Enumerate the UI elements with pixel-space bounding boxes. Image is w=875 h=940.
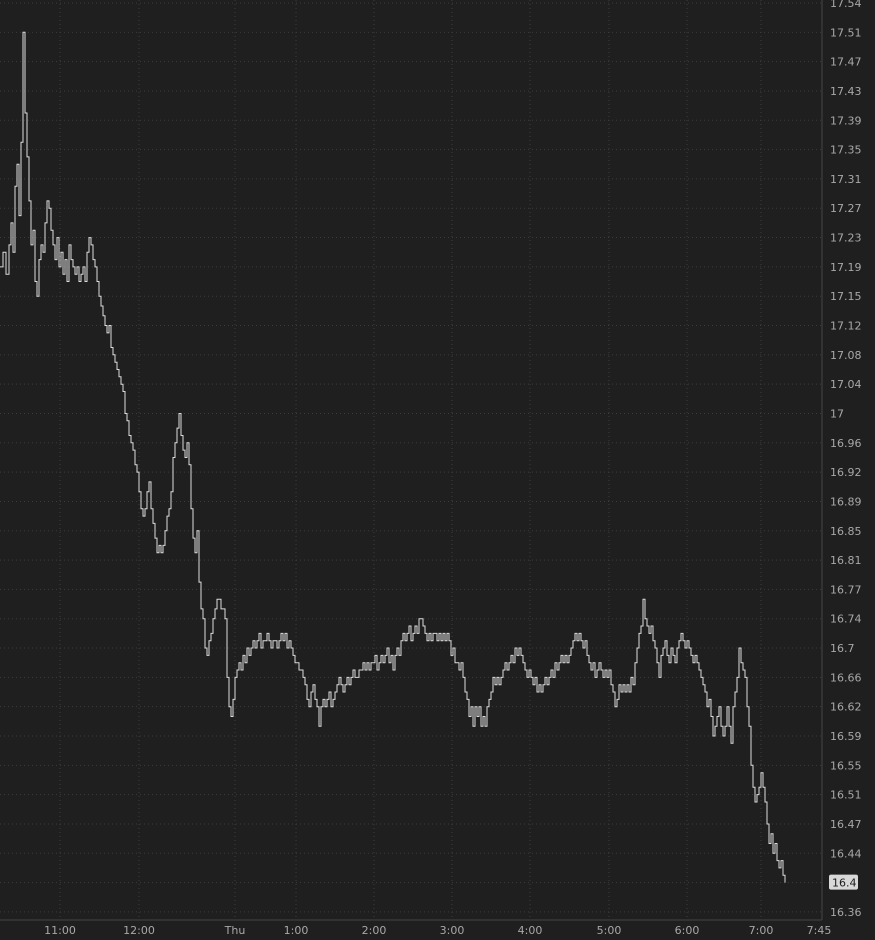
y-tick-label: 17.12 — [830, 320, 862, 333]
y-tick-label: 17.47 — [830, 56, 862, 69]
y-tick-label: 17.51 — [830, 26, 862, 39]
y-tick-label: 17.08 — [830, 349, 862, 362]
y-tick-label: 17.04 — [830, 378, 862, 391]
y-tick-label: 16.62 — [830, 701, 862, 714]
y-tick-label: 16.55 — [830, 759, 862, 772]
x-tick-label: 11:00 — [44, 924, 76, 937]
y-tick-label: 16.77 — [830, 583, 862, 596]
y-tick-label: 16.74 — [830, 613, 862, 626]
y-tick-label: 17.43 — [830, 85, 862, 98]
y-tick-label: 16.92 — [830, 466, 862, 479]
horizontal-gridlines — [0, 2, 822, 913]
x-axis-ticks: 11:00 12:00 Thu 1:00 2:00 3:00 4:00 5:00 6:00 7:0… — [44, 924, 831, 937]
y-tick-label: 17.15 — [830, 290, 862, 303]
x-tick-label: 7:45 — [807, 924, 832, 937]
y-tick-label: 17.19 — [830, 261, 862, 274]
x-tick-label: 4:00 — [518, 924, 543, 937]
y-tick-label: 16.59 — [830, 730, 862, 743]
last-price-badge-bg — [829, 874, 858, 890]
y-tick-label: 16.7 — [830, 642, 855, 655]
y-tick-label: 16.36 — [830, 906, 862, 919]
last-price-label: 16.4 — [832, 877, 857, 890]
y-tick-label: 16.96 — [830, 437, 862, 450]
vertical-gridlines — [59, 0, 762, 920]
y-tick-label: 16.51 — [830, 789, 862, 802]
x-tick-label: 5:00 — [597, 924, 622, 937]
y-tick-label: 16.66 — [830, 671, 862, 684]
y-tick-label: 17.54 — [830, 0, 862, 10]
y-axis-ticks: 17.54 17.51 17.47 17.43 17.39 17.35 17.31 17.27… — [830, 0, 862, 919]
y-tick-label: 17.39 — [830, 114, 862, 127]
x-tick-label: 6:00 — [675, 924, 700, 937]
price-series-line — [0, 31, 786, 883]
y-tick-label: 16.89 — [830, 495, 862, 508]
x-tick-label: 1:00 — [284, 924, 309, 937]
x-tick-label: 7:00 — [749, 924, 774, 937]
x-tick-label: Thu — [224, 924, 246, 937]
y-tick-label: 16.81 — [830, 554, 862, 567]
x-tick-label: 12:00 — [123, 924, 155, 937]
y-tick-label: 17.23 — [830, 232, 862, 245]
y-tick-label: 17.31 — [830, 173, 862, 186]
last-price-badge: 16.4 — [829, 874, 858, 890]
y-tick-label: 17.35 — [830, 144, 862, 157]
x-tick-label: 3:00 — [440, 924, 465, 937]
y-tick-label: 17.27 — [830, 202, 862, 215]
y-tick-label: 16.47 — [830, 818, 862, 831]
y-tick-label: 16.85 — [830, 525, 862, 538]
y-tick-label: 17 — [830, 407, 844, 420]
series-layer — [0, 31, 786, 883]
y-tick-label: 16.44 — [830, 847, 862, 860]
x-tick-label: 2:00 — [362, 924, 387, 937]
